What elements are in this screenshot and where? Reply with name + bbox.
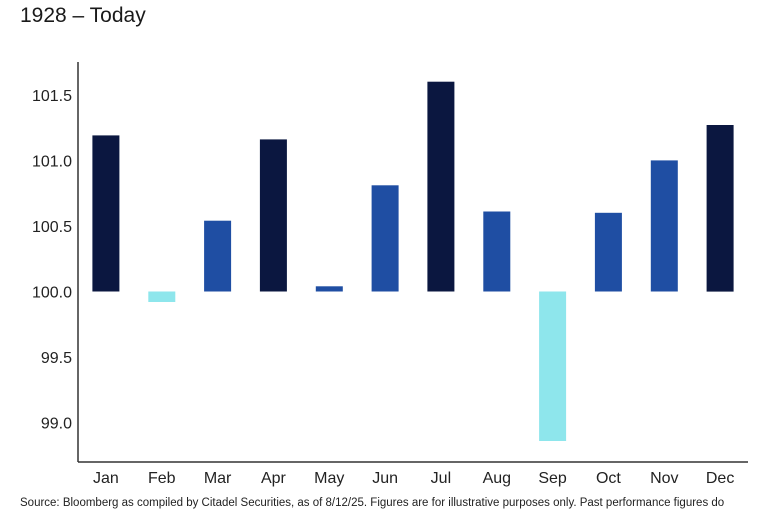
bar-feb bbox=[148, 291, 176, 302]
x-tick-label-feb: Feb bbox=[148, 470, 176, 487]
x-tick-label-aug: Aug bbox=[483, 470, 511, 487]
bar-jan bbox=[92, 135, 120, 292]
bar-may bbox=[315, 286, 343, 292]
y-tick-label: 100.0 bbox=[32, 285, 72, 302]
y-tick-label: 100.5 bbox=[32, 219, 72, 236]
y-tick-label: 99.0 bbox=[41, 416, 72, 433]
bar-jun bbox=[371, 185, 399, 292]
source-note: Source: Bloomberg as compiled by Citadel… bbox=[20, 497, 725, 509]
bar-jul bbox=[427, 81, 455, 292]
y-tick-label: 101.5 bbox=[32, 88, 72, 105]
bar-oct bbox=[594, 212, 622, 292]
y-tick-label: 101.0 bbox=[32, 153, 72, 170]
x-tick-label-apr: Apr bbox=[261, 470, 287, 487]
x-tick-label-jun: Jun bbox=[372, 470, 398, 487]
x-tick-label-dec: Dec bbox=[706, 470, 734, 487]
bar-mar bbox=[204, 220, 232, 292]
x-tick-label-oct: Oct bbox=[596, 470, 621, 487]
y-tick-label: 99.5 bbox=[41, 350, 72, 367]
bar-nov bbox=[650, 160, 678, 292]
bar-dec bbox=[706, 125, 734, 292]
bar-sep bbox=[539, 291, 567, 441]
x-tick-label-nov: Nov bbox=[650, 470, 678, 487]
x-tick-label-jan: Jan bbox=[93, 470, 119, 487]
chart-bars bbox=[92, 81, 734, 441]
chart-subtitle: 1928 – Today bbox=[20, 4, 146, 27]
x-tick-label-may: May bbox=[314, 470, 344, 487]
chart-axes bbox=[77, 62, 748, 463]
x-axis-labels: Jan Feb Mar Apr May Jun Jul Aug Sep Oct Nov Dec bbox=[93, 470, 734, 487]
x-tick-label-sep: Sep bbox=[538, 470, 567, 487]
x-tick-label-jul: Jul bbox=[431, 470, 451, 487]
y-axis-labels: 99.0 99.5 100.0 100.5 101.0 101.5 bbox=[32, 88, 72, 433]
x-tick-label-mar: Mar bbox=[204, 470, 232, 487]
bar-aug bbox=[483, 211, 511, 292]
bar-apr bbox=[259, 139, 287, 292]
